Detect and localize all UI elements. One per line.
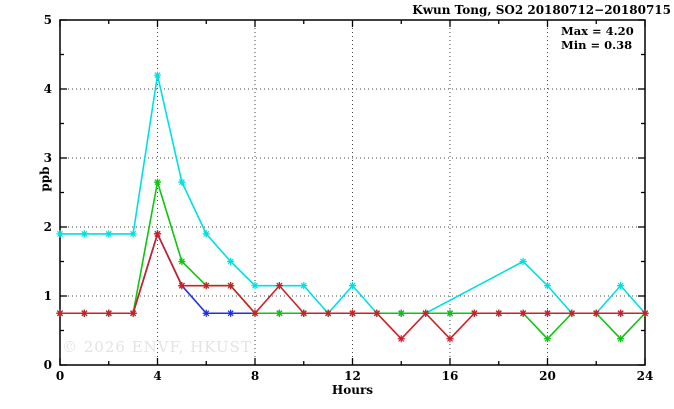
- marker-red: [129, 309, 137, 317]
- marker-red: [568, 309, 576, 317]
- series-red: [56, 230, 649, 343]
- marker-red: [105, 309, 113, 317]
- marker-red: [373, 309, 381, 317]
- marker-red: [617, 309, 625, 317]
- x-tick-label: 20: [539, 369, 556, 383]
- marker-cyan: [251, 282, 259, 290]
- marker-cyan: [153, 71, 162, 79]
- marker-blue: [202, 309, 210, 317]
- marker-green: [446, 309, 454, 317]
- marker-cyan: [129, 230, 137, 238]
- chart-title: Kwun Tong, SO2 20180712−20180715: [412, 3, 671, 17]
- marker-green: [153, 178, 162, 186]
- marker-red: [251, 309, 259, 317]
- x-tick-label: 16: [442, 369, 459, 383]
- marker-green: [178, 257, 186, 266]
- marker-red: [348, 309, 357, 317]
- y-tick-label: 4: [44, 82, 52, 96]
- watermark: © 2026 ENVF, HKUST: [62, 338, 252, 356]
- marker-red: [153, 230, 162, 238]
- y-axis-label: ppb: [38, 166, 52, 192]
- marker-cyan: [519, 257, 527, 266]
- y-tick-label: 1: [44, 289, 52, 303]
- x-tick-label: 12: [344, 369, 361, 383]
- marker-red: [422, 309, 430, 317]
- marker-red: [592, 309, 600, 317]
- marker-cyan: [105, 230, 113, 238]
- marker-green: [397, 309, 405, 317]
- marker-cyan: [56, 230, 64, 238]
- marker-red: [202, 282, 210, 290]
- marker-red: [470, 309, 478, 317]
- marker-red: [495, 309, 503, 317]
- marker-red: [178, 282, 186, 290]
- marker-cyan: [300, 282, 308, 290]
- marker-cyan: [617, 282, 625, 290]
- y-tick-label: 2: [44, 220, 52, 234]
- axis-ticks: [59, 19, 646, 366]
- marker-red: [641, 309, 649, 317]
- y-tick-label: 3: [44, 151, 52, 165]
- x-tick-label: 8: [251, 369, 259, 383]
- marker-cyan: [227, 257, 235, 266]
- series-line-cyan: [60, 75, 646, 315]
- marker-red: [519, 309, 527, 317]
- marker-red: [80, 309, 88, 317]
- marker-red: [275, 282, 283, 290]
- marker-cyan: [348, 282, 357, 290]
- max-annotation: Max = 4.20: [561, 24, 634, 38]
- x-tick-label: 4: [153, 369, 161, 383]
- x-tick-label: 0: [56, 369, 64, 383]
- marker-green: [543, 335, 552, 343]
- marker-cyan: [80, 230, 88, 238]
- marker-green: [275, 309, 283, 317]
- marker-red: [543, 309, 552, 317]
- series-line-blue: [60, 231, 645, 315]
- min-annotation: Min = 0.38: [561, 38, 633, 52]
- y-tick-label: 0: [44, 358, 52, 372]
- marker-blue: [227, 309, 235, 317]
- grid-lines: [60, 20, 645, 365]
- marker-cyan: [543, 282, 552, 290]
- y-tick-label: 5: [44, 13, 52, 27]
- x-axis-label: Hours: [331, 383, 374, 397]
- marker-red: [397, 335, 405, 343]
- marker-red: [56, 309, 64, 317]
- marker-red: [324, 309, 332, 317]
- marker-red: [446, 335, 454, 343]
- x-tick-label: 24: [637, 369, 654, 383]
- marker-red: [227, 282, 235, 290]
- marker-cyan: [202, 230, 210, 238]
- marker-red: [300, 309, 308, 317]
- marker-cyan: [178, 178, 186, 186]
- marker-green: [617, 335, 625, 343]
